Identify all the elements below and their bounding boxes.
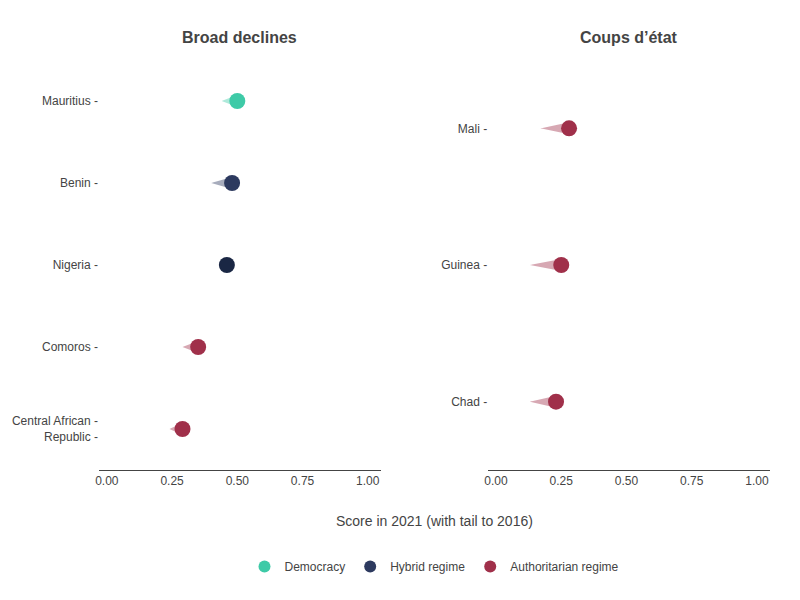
- svg-text:Authoritarian regime: Authoritarian regime: [510, 560, 618, 574]
- svg-text:Mauritius -: Mauritius -: [42, 94, 98, 108]
- svg-text:Mali -: Mali -: [458, 122, 487, 136]
- svg-text:0.50: 0.50: [615, 474, 639, 488]
- svg-text:0.75: 0.75: [680, 474, 704, 488]
- svg-text:0.25: 0.25: [160, 474, 184, 488]
- svg-text:0.00: 0.00: [484, 474, 508, 488]
- svg-text:Central African -Republic -: Central African -Republic -: [12, 414, 98, 444]
- svg-text:Coups d’état: Coups d’état: [580, 29, 678, 46]
- svg-text:0.50: 0.50: [226, 474, 250, 488]
- svg-text:Nigeria -: Nigeria -: [53, 258, 98, 272]
- svg-text:0.00: 0.00: [95, 474, 119, 488]
- svg-text:0.25: 0.25: [550, 474, 574, 488]
- svg-text:0.75: 0.75: [291, 474, 315, 488]
- svg-text:1.00: 1.00: [745, 474, 769, 488]
- svg-text:Benin -: Benin -: [60, 176, 98, 190]
- svg-text:Chad -: Chad -: [451, 395, 487, 409]
- svg-text:Broad declines: Broad declines: [182, 29, 297, 46]
- svg-text:1.00: 1.00: [356, 474, 380, 488]
- svg-text:Score in 2021 (with tail to 20: Score in 2021 (with tail to 2016): [336, 513, 533, 529]
- svg-text:Democracy: Democracy: [285, 560, 346, 574]
- svg-text:Hybrid regime: Hybrid regime: [390, 560, 465, 574]
- svg-text:Guinea -: Guinea -: [441, 258, 487, 272]
- svg-text:Comoros -: Comoros -: [42, 340, 98, 354]
